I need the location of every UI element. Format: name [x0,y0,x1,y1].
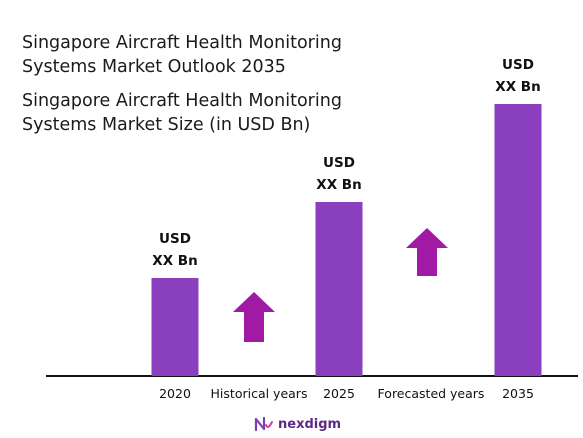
data-label-2025: USD XX Bn [316,155,362,193]
x-tick-2025: 2025 [323,386,355,401]
chart-title: Singapore Aircraft Health Monitoring Sys… [22,33,342,77]
data-label-2020: USD XX Bn [152,231,198,269]
nexdigm-logo: nexdigm [254,416,341,432]
bar-2025 [315,202,363,376]
growth-arrow-icon-forecasted [406,228,448,276]
period-label-historical: Historical years [210,386,308,401]
bar-2035 [494,104,542,376]
x-tick-2035: 2035 [502,386,534,401]
period-label-forecasted: Forecasted years [377,386,485,401]
nexdigm-logo-icon [254,416,273,432]
chart-subtitle: Singapore Aircraft Health Monitoring Sys… [22,91,342,135]
brand-name: nexdigm [278,416,342,432]
data-label-2035: USD XX Bn [495,57,541,95]
bar-2020 [151,278,199,376]
growth-arrow-icon-historical [233,292,275,342]
x-tick-2020: 2020 [159,386,191,401]
